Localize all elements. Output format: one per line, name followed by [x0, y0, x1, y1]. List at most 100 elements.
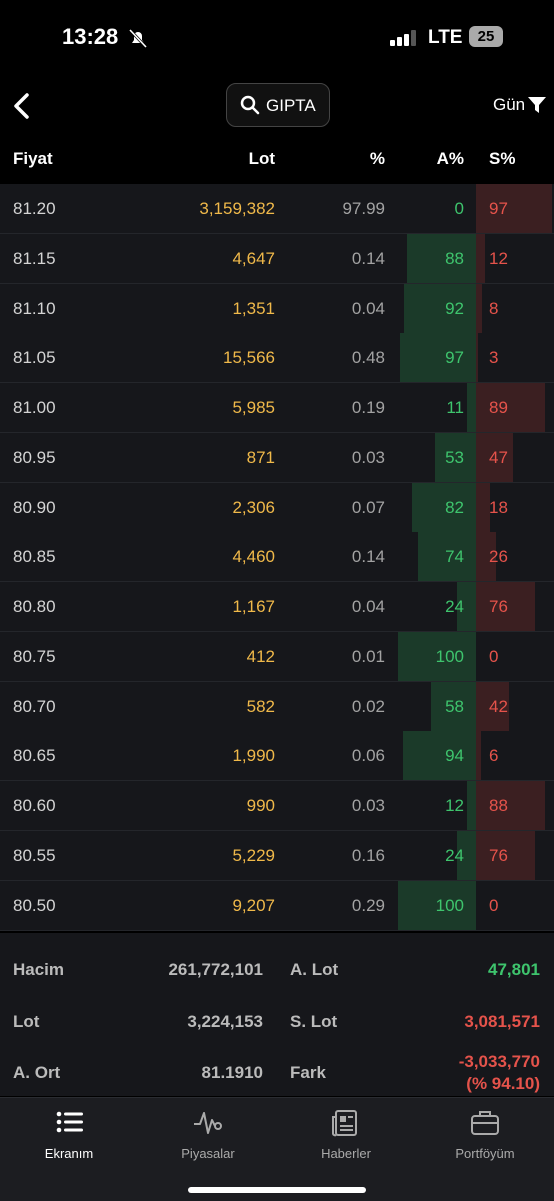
percent: 0.01 — [351, 646, 385, 666]
buy-bar — [402, 731, 476, 781]
search-box[interactable]: GIPTA — [226, 83, 330, 127]
lot: 3,159,382 — [199, 199, 275, 218]
order-row[interactable]: 80.55 5,229 0.16 24 76 — [0, 830, 554, 881]
percent: 0.14 — [351, 248, 385, 268]
order-row[interactable]: 81.20 3,159,382 97.99 0 97 — [0, 184, 554, 234]
buy-bar — [434, 432, 476, 482]
buy-bar — [404, 283, 476, 333]
order-row[interactable]: 80.95 871 0.03 53 47 — [0, 432, 554, 483]
sell-bar — [476, 582, 536, 631]
price: 80.55 — [13, 845, 56, 865]
order-row[interactable]: 81.10 1,351 0.04 92 8 — [0, 283, 554, 334]
buy-percent: 53 — [445, 447, 464, 467]
price: 81.15 — [13, 248, 56, 268]
buy-percent: 74 — [445, 547, 464, 567]
order-row[interactable]: 80.80 1,167 0.04 24 76 — [0, 582, 554, 632]
tab-icon — [56, 1111, 83, 1133]
table-header: Fiyat Lot% A% S% — [0, 140, 554, 185]
search-text: GIPTA — [266, 96, 316, 115]
summary-value: 81.1910 — [201, 1063, 263, 1082]
search-icon — [240, 95, 260, 115]
sell-percent: 0 — [489, 646, 499, 666]
percent: 0.06 — [351, 746, 385, 766]
buy-bar — [407, 233, 476, 283]
order-row[interactable]: 80.60 990 0.03 12 88 — [0, 781, 554, 831]
buy-bar — [457, 582, 476, 631]
sell-percent: 76 — [489, 845, 508, 865]
column-header: A% — [436, 149, 464, 168]
sell-percent: 89 — [489, 398, 508, 417]
order-row[interactable]: 80.90 2,306 0.07 82 18 — [0, 482, 554, 533]
tab-label[interactable]: Haberler — [321, 1146, 371, 1161]
sell-percent: 0 — [489, 895, 499, 915]
back-button[interactable] — [10, 92, 32, 120]
buy-percent: 100 — [435, 895, 464, 915]
sell-percent: 97 — [489, 199, 508, 218]
sell-percent: 88 — [489, 796, 508, 815]
percent: 0.03 — [351, 447, 385, 467]
sell-percent: 76 — [489, 597, 508, 616]
sell-bar — [476, 731, 481, 781]
home-indicator — [188, 1187, 366, 1193]
order-row[interactable]: 81.15 4,647 0.14 88 12 — [0, 233, 554, 284]
lot: 9,207 — [232, 895, 275, 915]
buy-percent: 12 — [445, 796, 464, 815]
buy-bar — [430, 681, 476, 731]
buy-percent: 82 — [445, 497, 464, 517]
order-row[interactable]: 81.00 5,985 0.19 11 89 — [0, 383, 554, 433]
sell-bar — [476, 781, 545, 830]
buy-bar — [418, 532, 476, 582]
tab-icon — [471, 1111, 499, 1135]
order-row[interactable]: 81.05 15,566 0.48 97 3 — [0, 333, 554, 384]
battery: 25 — [469, 26, 503, 47]
price: 80.65 — [13, 746, 56, 766]
summary-value: 3,224,153 — [187, 1012, 263, 1031]
summary-label: Lot — [13, 1012, 40, 1031]
lot: 4,460 — [232, 547, 275, 567]
price: 80.85 — [13, 547, 56, 567]
sell-bar — [476, 532, 497, 582]
order-row[interactable]: 80.50 9,207 0.29 100 0 — [0, 880, 554, 931]
lot: 5,985 — [232, 398, 275, 417]
sell-percent: 3 — [489, 348, 499, 368]
column-header: Lot — [248, 149, 275, 168]
summary-value: 3,081,571 — [464, 1012, 540, 1031]
percent: 0.29 — [351, 895, 385, 915]
price: 81.20 — [13, 199, 56, 218]
percent: 0.03 — [351, 796, 385, 815]
order-row[interactable]: 80.65 1,990 0.06 94 6 — [0, 731, 554, 782]
buy-percent: 24 — [445, 597, 464, 616]
filter-label[interactable]: Gün — [493, 95, 526, 114]
order-row[interactable]: 80.75 412 0.01 100 0 — [0, 631, 554, 682]
filter-icon[interactable] — [527, 95, 547, 115]
price: 80.95 — [13, 447, 56, 467]
buy-percent: 24 — [445, 845, 464, 865]
buy-bar — [466, 781, 476, 830]
sell-bar — [476, 383, 546, 432]
percent: 0.19 — [351, 398, 385, 417]
tab-icon — [194, 1112, 222, 1134]
summary-label: S. Lot — [290, 1012, 338, 1031]
summary-value: -3,033,770 — [458, 1052, 540, 1071]
percent: 0.07 — [351, 497, 385, 517]
order-row[interactable]: 80.70 582 0.02 58 42 — [0, 681, 554, 732]
buy-bar — [398, 880, 476, 930]
mute-icon — [128, 28, 148, 49]
sell-bar — [476, 482, 491, 532]
tab-label[interactable]: Portföyüm — [455, 1146, 515, 1161]
summary-label: A. Lot — [290, 960, 339, 979]
order-row[interactable]: 80.85 4,460 0.14 74 26 — [0, 532, 554, 583]
tab-label[interactable]: Ekranım — [44, 1146, 94, 1161]
sell-bar — [476, 333, 479, 383]
signal-icon — [390, 30, 416, 46]
percent: 0.04 — [351, 298, 385, 318]
summary-label: Fark — [290, 1063, 326, 1082]
percent: 0.48 — [351, 348, 385, 368]
sell-percent: 26 — [489, 547, 508, 567]
tab-label[interactable]: Piyasalar — [181, 1146, 235, 1161]
sell-bar — [476, 830, 536, 880]
sell-percent: 18 — [489, 497, 508, 517]
price: 81.05 — [13, 348, 56, 368]
buy-bar — [398, 631, 476, 681]
